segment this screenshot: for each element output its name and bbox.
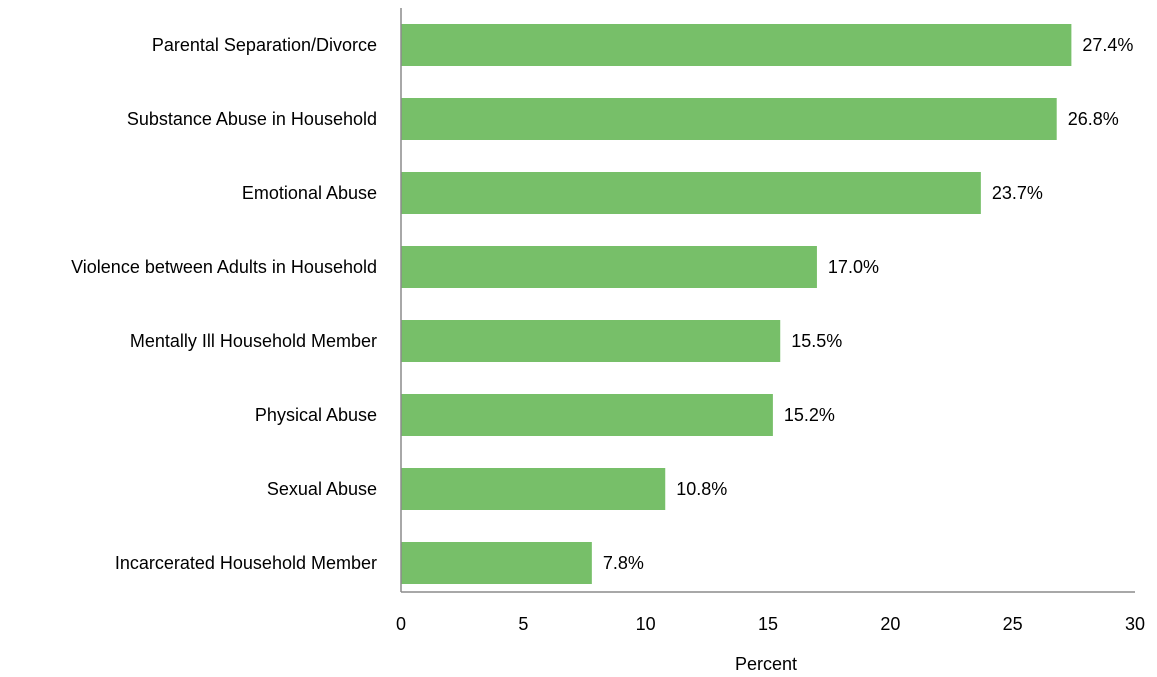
- bar: [401, 468, 666, 510]
- x-tick-label: 30: [1125, 614, 1145, 634]
- category-label: Physical Abuse: [255, 405, 377, 425]
- bar-value-label: 10.8%: [676, 479, 727, 499]
- bar: [401, 394, 773, 436]
- bars-layer: [401, 24, 1072, 584]
- bar-value-label: 15.2%: [784, 405, 835, 425]
- category-label: Violence between Adults in Household: [71, 257, 377, 277]
- x-tick-label: 15: [758, 614, 778, 634]
- bar: [401, 320, 781, 362]
- category-label: Substance Abuse in Household: [127, 109, 377, 129]
- bar: [401, 542, 592, 584]
- ticks-layer: 0 5 10 15 20 25 30: [396, 614, 1145, 634]
- bar: [401, 98, 1057, 140]
- category-labels-layer: Parental Separation/Divorce Substance Abu…: [71, 35, 377, 573]
- category-label: Mentally Ill Household Member: [130, 331, 377, 351]
- bar-value-label: 26.8%: [1068, 109, 1119, 129]
- bar: [401, 172, 981, 214]
- x-tick-label: 10: [636, 614, 656, 634]
- bar: [401, 246, 817, 288]
- category-label: Emotional Abuse: [242, 183, 377, 203]
- bar-value-label: 17.0%: [828, 257, 879, 277]
- x-tick-label: 0: [396, 614, 406, 634]
- x-tick-label: 5: [518, 614, 528, 634]
- bar-value-label: 27.4%: [1082, 35, 1133, 55]
- axes-layer: [400, 8, 1135, 593]
- x-tick-label: 25: [1003, 614, 1023, 634]
- bar-value-label: 23.7%: [992, 183, 1043, 203]
- bar: [401, 24, 1072, 66]
- category-label: Incarcerated Household Member: [115, 553, 377, 573]
- value-labels-layer: 27.4% 26.8% 23.7% 17.0% 15.5% 15.2% 10.8% 7.8%: [603, 35, 1134, 573]
- category-label: Sexual Abuse: [267, 479, 377, 499]
- x-axis-title: Percent: [735, 654, 797, 674]
- category-label: Parental Separation/Divorce: [152, 35, 377, 55]
- x-tick-label: 20: [880, 614, 900, 634]
- bar-value-label: 7.8%: [603, 553, 644, 573]
- bar-value-label: 15.5%: [791, 331, 842, 351]
